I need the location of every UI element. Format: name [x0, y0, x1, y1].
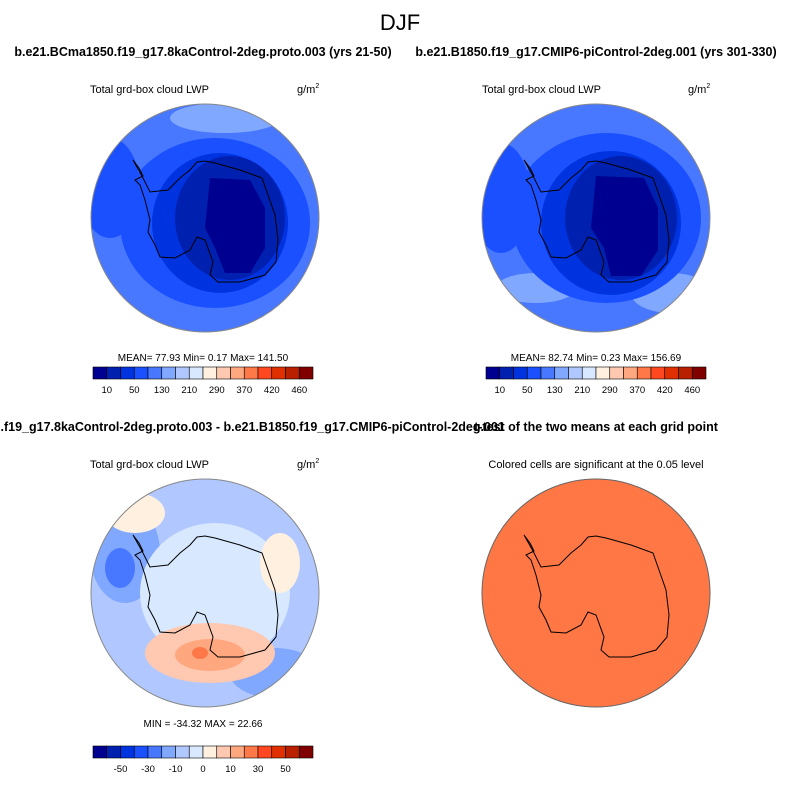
colorbar-label: 290	[209, 385, 225, 396]
panel-2-stats: MEAN= 82.74 Min= 0.23 Max= 156.69	[511, 353, 682, 364]
colorbar-label: 10	[494, 385, 505, 396]
colorbar-swatch	[161, 745, 176, 759]
colorbar-label: 460	[684, 385, 700, 396]
colorbar-swatch	[188, 366, 204, 380]
colorbar-swatch	[526, 366, 542, 380]
colorbar-swatch	[271, 745, 286, 759]
colorbar-swatch	[678, 366, 693, 380]
panel-2-map	[481, 103, 711, 333]
panel-4-subtitle: Colored cells are significant at the 0.0…	[488, 459, 703, 471]
panel-2: b.e21.B1850.f19_g17.CMIP6-piControl-2deg…	[415, 45, 776, 396]
figure-title: DJF	[380, 10, 420, 35]
colorbar-swatch	[568, 366, 583, 380]
colorbar-swatch	[202, 745, 218, 759]
colorbar-swatch	[485, 366, 501, 380]
colorbar-swatch	[230, 745, 245, 759]
colorbar-swatch	[540, 366, 556, 380]
colorbar-swatch	[120, 745, 135, 759]
colorbar-swatch	[513, 366, 528, 380]
panel-4: t-test of the two means at each grid poi…	[474, 420, 719, 708]
colorbar-swatch	[133, 745, 149, 759]
panel-3: b.e21.BCma1850.f19_g17.8kaControl-2deg.p…	[0, 420, 505, 775]
colorbar-swatch	[554, 366, 569, 380]
panel-1: b.e21.BCma1850.f19_g17.8kaControl-2deg.p…	[14, 45, 391, 396]
colorbar-swatch	[595, 366, 611, 380]
colorbar-swatch	[175, 745, 190, 759]
colorbar-swatch	[202, 366, 218, 380]
colorbar-label: 370	[629, 385, 645, 396]
colorbar-label: 130	[154, 385, 170, 396]
colorbar-label: 210	[574, 385, 590, 396]
colorbar-swatch	[609, 366, 624, 380]
panel-3-title: b.e21.BCma1850.f19_g17.8kaControl-2deg.p…	[0, 420, 505, 434]
colorbar-label: 0	[200, 764, 205, 775]
colorbar-swatch	[175, 366, 190, 380]
colorbar-swatch	[499, 366, 514, 380]
colorbar-label: 10	[225, 764, 236, 775]
colorbar-label: 50	[280, 764, 291, 775]
colorbar-swatch	[147, 366, 163, 380]
colorbar-swatch	[188, 745, 204, 759]
panel-3-variable: Total grd-box cloud LWP	[90, 459, 209, 471]
colorbar-swatch	[147, 745, 163, 759]
colorbar-swatch	[243, 745, 259, 759]
colorbar-label: -50	[114, 764, 128, 775]
colorbar-swatch	[664, 366, 679, 380]
colorbar-label: 130	[547, 385, 563, 396]
colorbar-swatch	[691, 366, 707, 380]
colorbar-label: -30	[141, 764, 155, 775]
colorbar-swatch	[257, 366, 273, 380]
colorbar-label: -10	[169, 764, 183, 775]
colorbar-label: 50	[522, 385, 533, 396]
panel-1-map	[90, 103, 320, 333]
panel-4-title: t-test of the two means at each grid poi…	[474, 420, 719, 434]
colorbar-swatch	[92, 745, 108, 759]
colorbar-label: 370	[236, 385, 252, 396]
colorbar-label: 210	[181, 385, 197, 396]
colorbar-swatch	[243, 366, 259, 380]
colorbar-swatch	[120, 366, 135, 380]
panel-3-map	[90, 478, 320, 708]
panel-1-variable: Total grd-box cloud LWP	[90, 84, 209, 96]
colorbar-swatch	[623, 366, 638, 380]
panel-2-colorbar: 10 50 130 210 290 370 420 460	[485, 366, 707, 396]
colorbar-swatch	[298, 366, 314, 380]
colorbar-swatch	[636, 366, 652, 380]
colorbar-swatch	[650, 366, 666, 380]
colorbar-swatch	[298, 745, 314, 759]
colorbar-label: 10	[101, 385, 112, 396]
colorbar-swatch	[133, 366, 149, 380]
panel-3-stats: MIN = -34.32 MAX = 22.66	[144, 719, 263, 730]
colorbar-label: 460	[291, 385, 307, 396]
colorbar-label: 50	[129, 385, 140, 396]
colorbar-swatch	[106, 366, 121, 380]
colorbar-swatch	[106, 745, 121, 759]
colorbar-swatch	[285, 745, 300, 759]
colorbar-swatch	[230, 366, 245, 380]
colorbar-label: 30	[253, 764, 264, 775]
panel-1-units: g/m2	[297, 83, 319, 96]
panel-4-map	[481, 478, 711, 708]
colorbar-swatch	[285, 366, 300, 380]
colorbar-label: 420	[264, 385, 280, 396]
panel-2-variable: Total grd-box cloud LWP	[482, 84, 601, 96]
panel-1-colorbar: 10 50 130 210 290 370 420 460	[92, 366, 314, 396]
colorbar-label: 290	[602, 385, 618, 396]
panel-2-title: b.e21.B1850.f19_g17.CMIP6-piControl-2deg…	[415, 45, 776, 59]
panel-2-units: g/m2	[688, 83, 710, 96]
colorbar-swatch	[581, 366, 597, 380]
panel-3-colorbar: -50 -30 -10 0 10 30 50	[92, 745, 314, 775]
colorbar-swatch	[161, 366, 176, 380]
panel-1-title: b.e21.BCma1850.f19_g17.8kaControl-2deg.p…	[14, 45, 391, 59]
colorbar-swatch	[257, 745, 273, 759]
colorbar-swatch	[92, 366, 108, 380]
colorbar-swatch	[271, 366, 286, 380]
panel-1-stats: MEAN= 77.93 Min= 0.17 Max= 141.50	[118, 353, 289, 364]
panel-3-units: g/m2	[297, 458, 319, 471]
colorbar-swatch	[216, 366, 231, 380]
colorbar-label: 420	[657, 385, 673, 396]
colorbar-swatch	[216, 745, 231, 759]
